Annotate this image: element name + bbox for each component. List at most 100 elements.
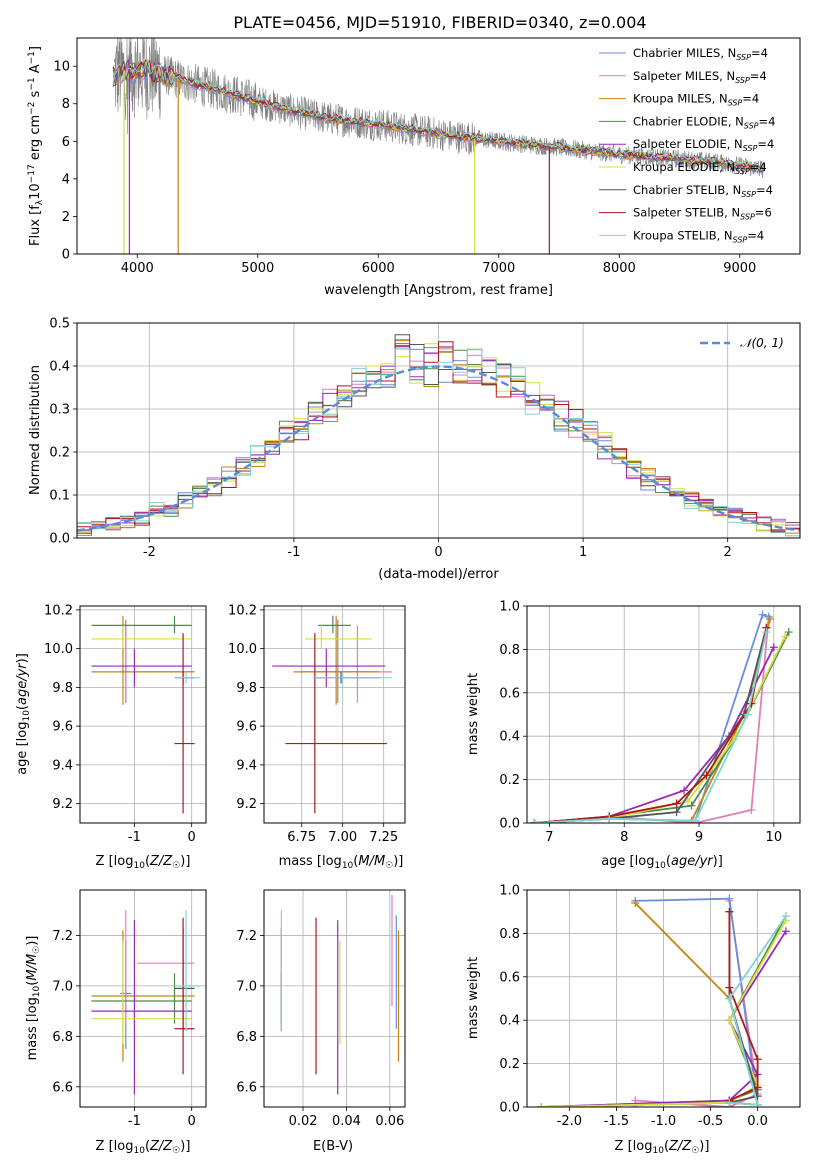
- y-tick-label: 9.4: [52, 758, 73, 773]
- x-tick-label: 9000: [723, 261, 756, 276]
- weight-marker: [725, 983, 734, 992]
- chart-zmass: -1 0 6.6 6.8 7.0 7.2 Z [log10(Z/Z☉)] mass [log1…: [25, 889, 207, 1156]
- x-tick-label: 4000: [121, 261, 154, 276]
- y-tick-label: 0.0: [499, 817, 520, 832]
- weight-marker: [725, 1098, 734, 1107]
- legend-entry: Chabrier MILES, NSSP=4: [633, 46, 768, 62]
- legend-entry: Salpeter STELIB, NSSP=6: [633, 206, 772, 222]
- plot-area: [112, 38, 765, 254]
- y-tick-label: 8: [62, 97, 70, 112]
- weight-marker: [784, 628, 793, 637]
- axes-frame: [76, 37, 801, 255]
- y-tick-label: 0.4: [49, 360, 70, 375]
- x-axis-label: E(B-V): [313, 1139, 353, 1154]
- x-tick-label: 10: [766, 830, 783, 845]
- y-axis-label: Flux [fλ10−17 erg cm−2 s−1 A−1]: [27, 46, 45, 246]
- y-tick-label: 9.4: [236, 758, 257, 773]
- x-tick-label: 0: [434, 545, 442, 560]
- x-tick-label: 9: [695, 830, 703, 845]
- y-tick-label: 7.0: [52, 979, 73, 994]
- x-tick-label: 0: [188, 1114, 196, 1129]
- residual-histogram: [77, 334, 800, 534]
- x-tick-label: 0.0: [747, 1114, 768, 1129]
- y-tick-label: 10.2: [44, 603, 73, 618]
- weight-marker: [683, 797, 692, 806]
- y-tick-label: 7.0: [236, 979, 257, 994]
- legend-entry: Chabrier STELIB, NSSP=4: [633, 183, 773, 199]
- weight-marker: [672, 808, 681, 817]
- chart-residuals: -2 -1 0 1 2 0.0 0.1 0.2 0.3 0.4 0.5 𝒩(0, 1) (data-mo…: [28, 317, 801, 582]
- x-axis-label: Z [log10(Z/Z☉)]: [96, 854, 191, 871]
- y-tick-label: 7.2: [236, 929, 257, 944]
- x-tick-label: 7: [545, 830, 553, 845]
- plot-area: [77, 334, 800, 537]
- x-tick-label: -2.0: [557, 1114, 582, 1129]
- y-tick-label: 6.6: [52, 1080, 73, 1095]
- x-tick-label: 0.02: [289, 1114, 318, 1129]
- y-tick-label: 0: [62, 248, 70, 263]
- weight-marker: [762, 628, 771, 637]
- observed-spectrum: [114, 38, 764, 179]
- x-tick-label: 1: [579, 545, 587, 560]
- y-tick-label: 0.6: [499, 970, 520, 985]
- y-axis-label: mass [log10(M/M☉)]: [25, 936, 42, 1061]
- weight-marker: [753, 1055, 762, 1064]
- weight-marker: [747, 805, 756, 814]
- y-tick-label: 2: [62, 210, 70, 225]
- y-tick-label: 0.6: [499, 686, 520, 701]
- x-tick-label: 7.25: [369, 830, 398, 845]
- weight-marker: [725, 907, 734, 916]
- model-spectrum: [112, 59, 765, 171]
- x-axis-label: Z [log10(Z/Z☉)]: [615, 1139, 710, 1156]
- weight-marker: [725, 1016, 734, 1025]
- axes-frame: [526, 605, 801, 824]
- y-axis-label: mass weight: [466, 673, 481, 755]
- x-tick-label: 7.00: [328, 830, 357, 845]
- y-tick-label: 6: [62, 135, 70, 150]
- x-tick-label: -1.0: [651, 1114, 676, 1129]
- weight-marker: [725, 894, 734, 903]
- weight-marker: [766, 615, 775, 624]
- axes-frame: [79, 889, 207, 1108]
- axes-frame: [79, 605, 207, 824]
- weight-marker: [769, 643, 778, 652]
- x-tick-label: -1: [128, 830, 141, 845]
- weight-marker: [631, 899, 640, 908]
- x-tick-label: 6000: [362, 261, 395, 276]
- legend-entry: Kroupa MILES, NSSP=4: [633, 92, 759, 108]
- x-tick-label: 5000: [241, 261, 274, 276]
- x-tick-label: 8: [620, 830, 628, 845]
- y-tick-label: 6.8: [236, 1030, 257, 1045]
- plot-area: [272, 615, 392, 814]
- y-tick-label: 10.0: [228, 642, 257, 657]
- weight-marker: [781, 927, 790, 936]
- plot-area: [280, 895, 400, 1095]
- x-tick-label: -0.5: [698, 1114, 723, 1129]
- y-tick-label: 6.8: [52, 1030, 73, 1045]
- y-tick-label: 9.6: [236, 720, 257, 735]
- legend-entry: Chabrier ELODIE, NSSP=4: [633, 114, 775, 130]
- y-axis-label: mass weight: [466, 957, 481, 1039]
- chart-spectrum: 4000 5000 6000 7000 8000 9000 0 2 4 6 8 10 wavelengt…: [27, 37, 801, 298]
- x-tick-label: 0.06: [375, 1114, 404, 1129]
- weight-marker: [781, 632, 790, 641]
- x-tick-label: 7000: [482, 261, 515, 276]
- y-tick-label: 9.8: [52, 681, 73, 696]
- y-tick-label: 0.8: [499, 643, 520, 658]
- figure-title: PLATE=0456, MJD=51910, FIBERID=0340, z=0…: [233, 13, 646, 32]
- y-tick-label: 9.2: [236, 797, 257, 812]
- y-tick-label: 0.2: [499, 773, 520, 788]
- y-tick-label: 4: [62, 172, 70, 187]
- x-tick-label: -1: [128, 1114, 141, 1129]
- y-tick-label: 0.5: [49, 317, 70, 332]
- x-tick-label: 0.04: [332, 1114, 361, 1129]
- x-axis-label: mass [log10(M/M☉)]: [279, 854, 404, 871]
- weight-marker: [672, 799, 681, 808]
- y-tick-label: 0.0: [49, 532, 70, 547]
- weight-marker: [781, 912, 790, 921]
- x-axis-label: (data-model)/error: [378, 567, 499, 582]
- weight-marker: [702, 771, 711, 780]
- weight-marker: [753, 1083, 762, 1092]
- y-tick-label: 9.8: [236, 681, 257, 696]
